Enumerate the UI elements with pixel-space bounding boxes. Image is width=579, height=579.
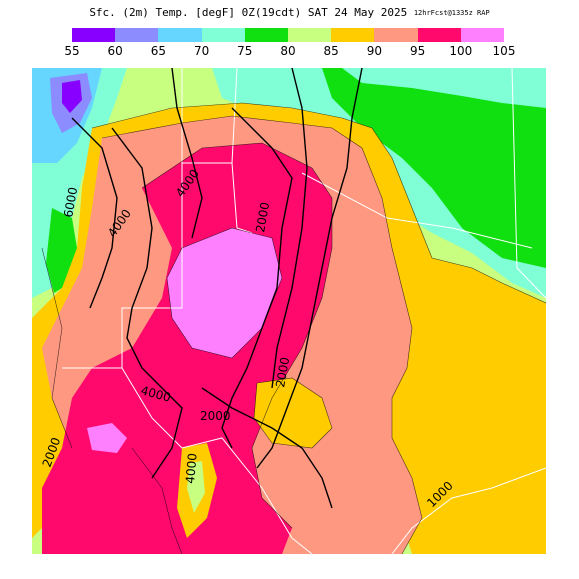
legend-swatch-65 [158,28,202,42]
legend-swatch-95 [417,28,461,42]
temperature-map-svg: 6000 4000 4000 2000 2000 2000 4000 4000 … [32,68,546,554]
legend-swatch-100 [460,28,505,42]
elevation-contours [71,68,363,509]
title-run-info: 12hrFcst@1335z RAP [413,9,490,17]
legend-swatch-70 [201,28,245,42]
legend-tick-60: 60 [107,44,123,58]
temp-band-75-northeast [322,68,546,268]
temp-band-100-southwest [87,423,127,453]
temp-band-55-northwest [62,80,82,113]
temperature-map: 6000 4000 4000 2000 2000 2000 4000 4000 … [32,68,546,554]
legend-tick-70: 70 [193,44,210,58]
temp-band-70-north [342,68,546,108]
legend-tick-95: 95 [409,44,426,58]
contour-label-2000-north: 2000 [253,201,272,234]
isotherm-lines [41,102,546,554]
temp-band-100-central [167,228,282,358]
legend-tick-65: 65 [150,44,167,58]
contour-label-6000: 6000 [61,186,80,219]
legend-tick-105: 105 [492,44,516,58]
temp-band-80-mountain [187,461,205,513]
legend-tick-75: 75 [237,44,253,58]
color-legend-bar [72,28,505,42]
legend-swatch-90 [374,28,418,42]
legend-swatch-85 [331,28,375,42]
title-main: Sfc. (2m) Temp. [degF] 0Z(19cdt) SAT 24 … [89,6,408,19]
legend-tick-100: 100 [449,44,473,58]
legend-swatch-55 [72,28,116,42]
legend-tick-80: 80 [280,44,296,58]
state-borders [62,68,546,554]
contour-label-2000-south: 2000 [200,409,231,423]
legend-tick-90: 90 [366,44,383,58]
legend-swatch-80 [288,28,332,42]
legend-tick-85: 85 [323,44,339,58]
contour-label-2000-central: 2000 [273,356,292,389]
color-legend-ticks: 55 60 65 70 75 80 85 90 95 100 105 [0,44,579,60]
map-title: Sfc. (2m) Temp. [degF] 0Z(19cdt) SAT 24 … [0,6,579,19]
contour-label-4000-south: 4000 [183,453,200,485]
legend-tick-55: 55 [64,44,80,58]
legend-swatch-60 [115,28,159,42]
legend-swatch-75 [244,28,289,42]
